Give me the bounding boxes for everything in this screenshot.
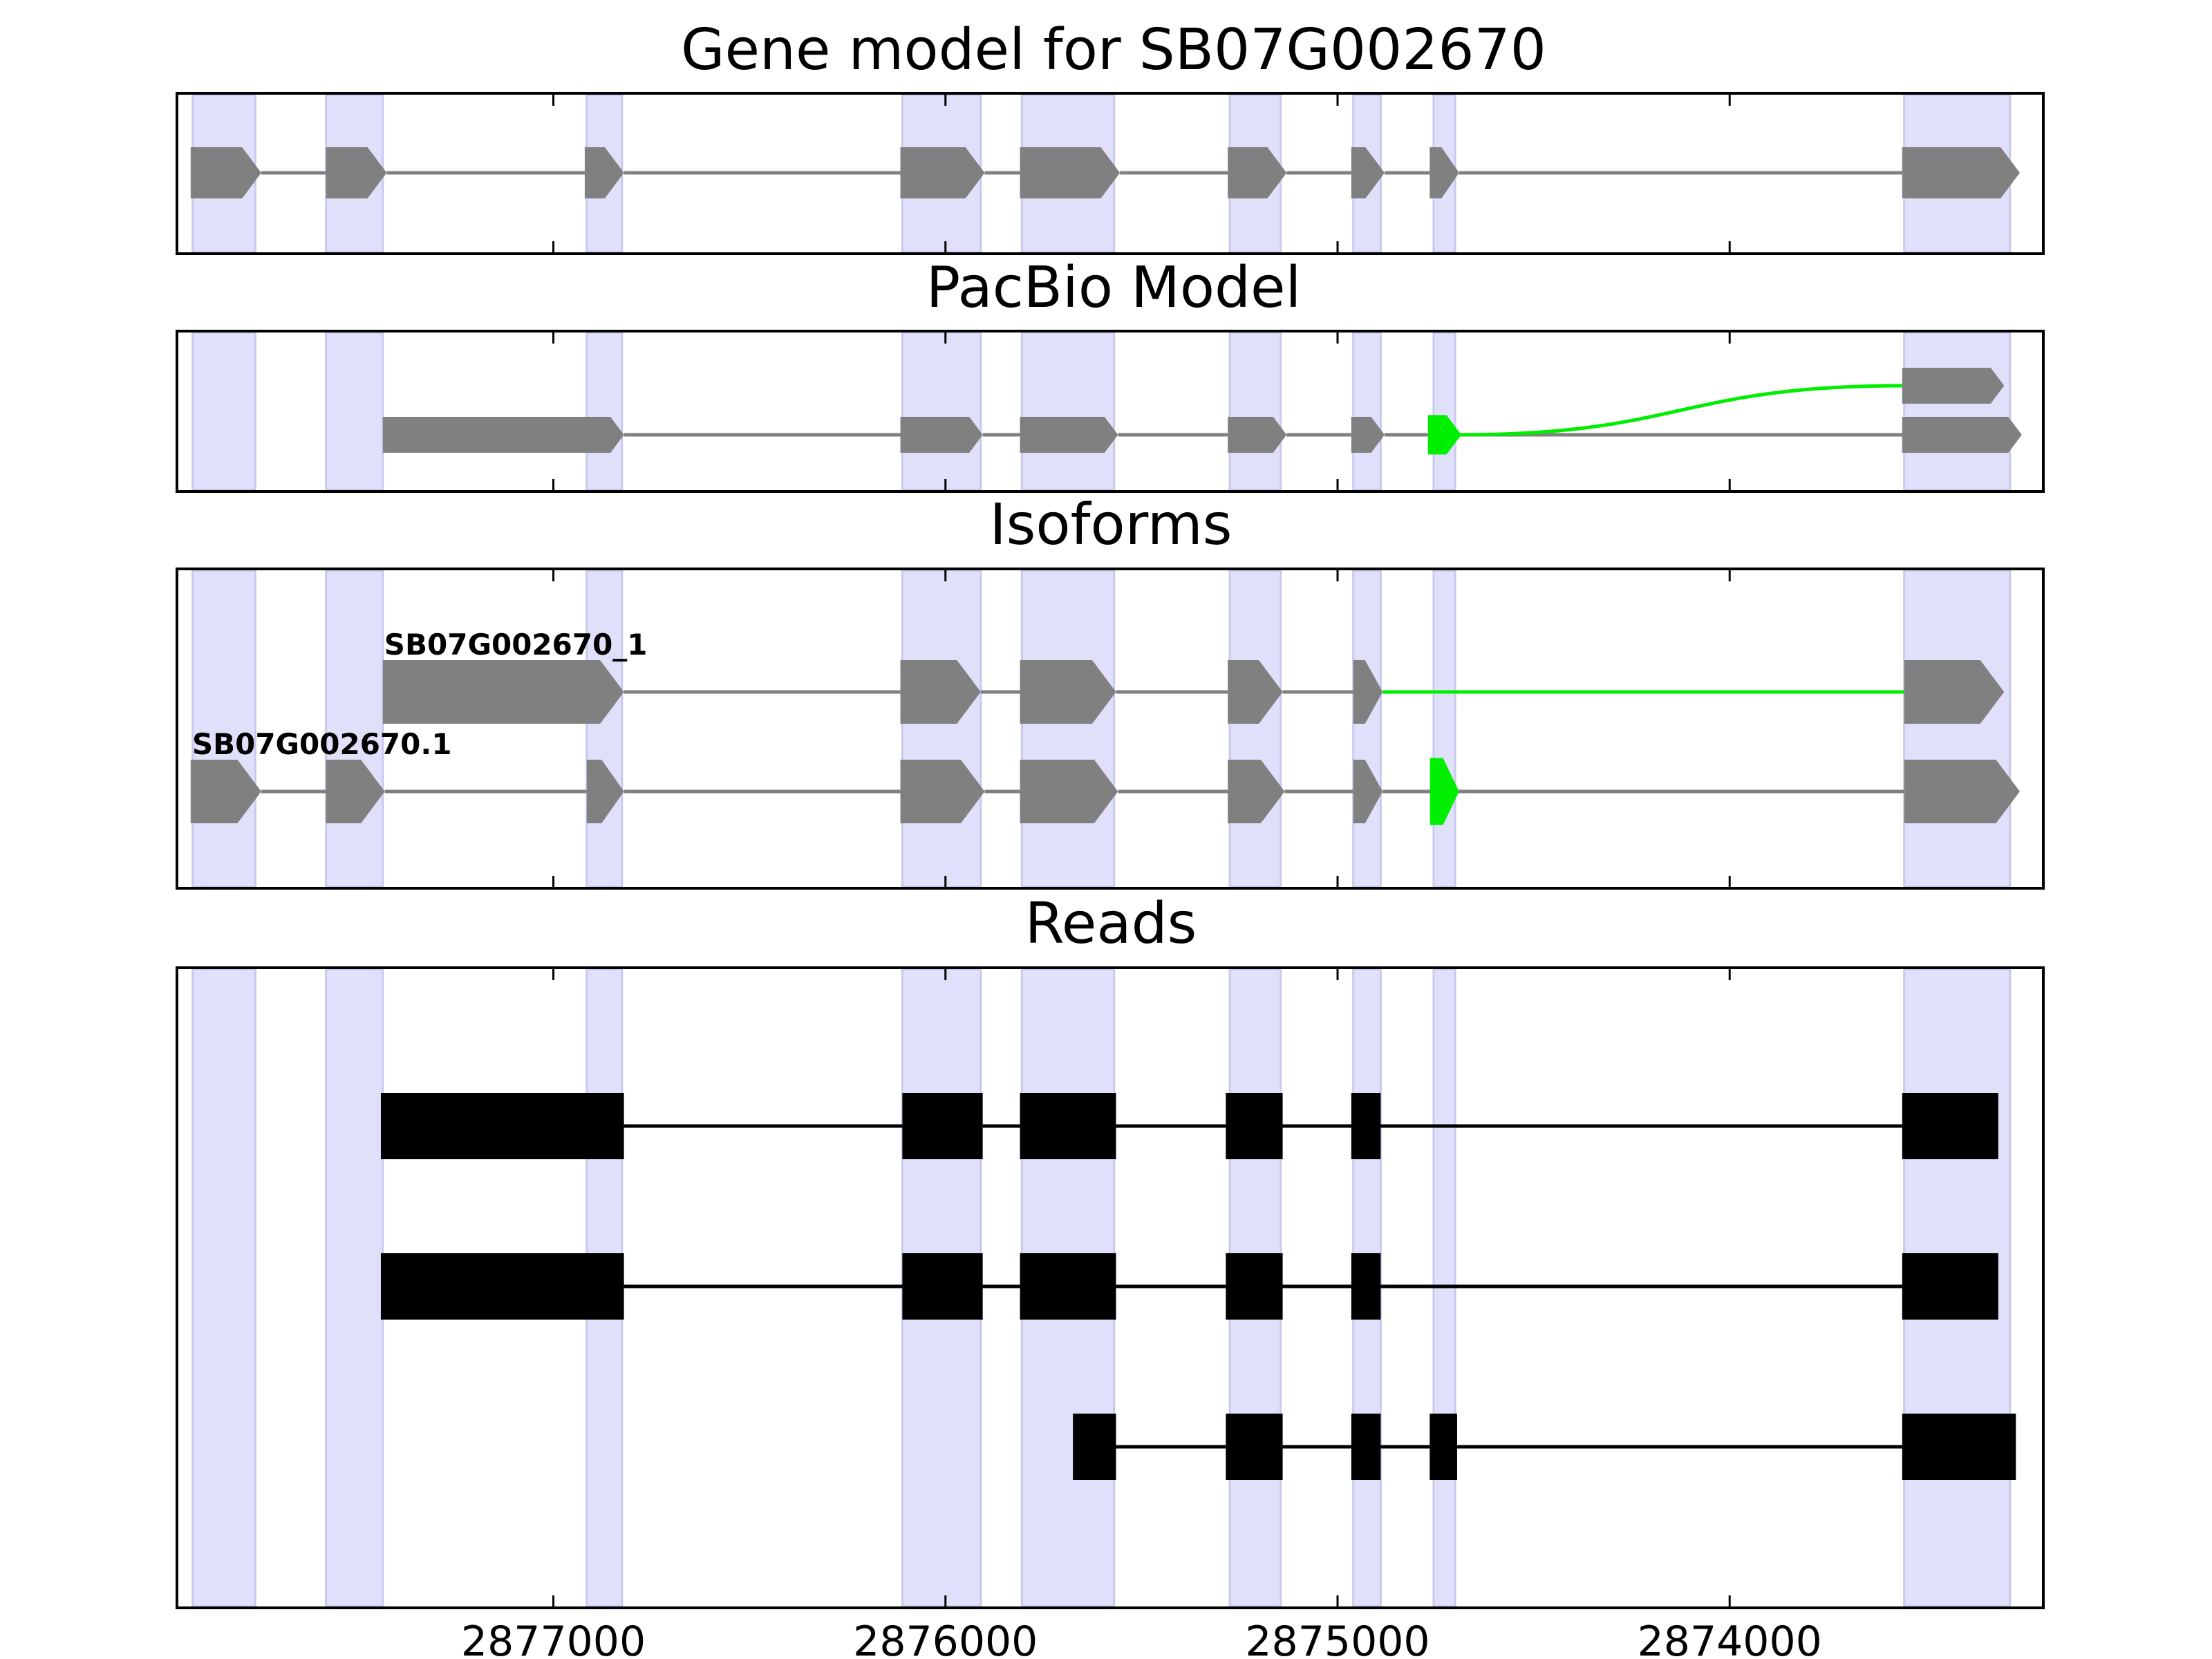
shaded-exon-region [191, 968, 256, 1608]
x-axis-tick-labels: 2877000 2876000 2875000 2874000 [461, 1618, 1822, 1659]
exon-arrow [1353, 660, 1383, 724]
exon-arrow [1902, 368, 2005, 404]
exon-arrow [326, 760, 385, 823]
shaded-exon-region [901, 569, 982, 888]
pacbio-model-title: PacBio Model [926, 255, 1302, 321]
exon-arrow [1351, 147, 1385, 198]
isoforms-ticks [552, 570, 1731, 887]
pacbio-model-axes-frame [176, 330, 2045, 493]
exon-arrow [900, 417, 983, 453]
shaded-exon-region [1903, 569, 2012, 888]
x-tick-label: 2877000 [461, 1618, 646, 1659]
isoforms-track: SB07G002670_1 SB07G002670.1 [190, 628, 2020, 825]
isoforms-axes-frame [176, 568, 2045, 890]
gene-model-title: Gene model for SB07G002670 [681, 17, 1546, 83]
x-tick-label: 2876000 [853, 1618, 1038, 1659]
novel-exon [1430, 758, 1459, 825]
exon-arrow [326, 147, 387, 198]
gene-model-ticks [552, 95, 1731, 252]
read-exon-block [1226, 1414, 1283, 1480]
read-exon-block [1351, 1253, 1381, 1320]
exon-arrow [1902, 147, 2020, 198]
pacbio-model-ticks [552, 332, 1731, 490]
isoform-label: SB07G002670_1 [384, 628, 648, 662]
exon-arrow [1353, 760, 1383, 823]
shaded-exon-region [1228, 331, 1282, 491]
isoform-label: SB07G002670.1 [192, 727, 452, 761]
pacbio-model-track [382, 368, 2022, 455]
exon-arrow [382, 417, 624, 453]
reads-ticks [552, 969, 1731, 1606]
novel-splice-junction [1459, 384, 1902, 437]
exon-arrow [900, 760, 985, 823]
isoforms-title: Isoforms [990, 492, 1232, 558]
exon-arrow [1228, 760, 1285, 823]
exon-arrow [1351, 417, 1385, 453]
exon-arrow [1228, 147, 1287, 198]
shaded-exon-region [1352, 569, 1382, 888]
shaded-exon-region [901, 331, 982, 491]
read-exon-block [902, 1093, 983, 1159]
exon-arrow [1902, 417, 2022, 453]
read-exon-block [1226, 1253, 1283, 1320]
exon-arrow [1904, 660, 2005, 724]
exon-arrow [190, 760, 261, 823]
read-exon-block [1351, 1093, 1381, 1159]
gene-model-panel: Gene model for SB07G002670 [176, 17, 2045, 255]
reads-track [380, 1093, 2016, 1480]
read-exon-block [1902, 1414, 2016, 1480]
read-exon-block [1020, 1093, 1116, 1159]
reads-panel: Reads 2877000 2876000 2875000 2874000 [176, 891, 2045, 1659]
exon-arrow [1020, 760, 1118, 823]
shaded-exon-region [325, 331, 384, 491]
read-exon-block [380, 1093, 624, 1159]
read-exon-block [1430, 1414, 1457, 1480]
shaded-exon-region [1432, 331, 1456, 491]
shaded-exon-region [1432, 569, 1456, 888]
exon-arrow [1020, 417, 1118, 453]
isoforms-panel: Isoforms SB07G002670_1 SB07G002670.1 [176, 492, 2045, 890]
read-exon-block [380, 1253, 624, 1320]
shaded-exon-region [1020, 331, 1116, 491]
exon-arrow [1020, 147, 1121, 198]
read-exon-block [1073, 1414, 1116, 1480]
shaded-exon-region [1352, 331, 1382, 491]
shaded-exon-region [585, 331, 624, 491]
read-exon-block [1902, 1253, 1998, 1320]
exon-arrow [900, 660, 981, 724]
exon-arrow [900, 147, 985, 198]
exon-arrow [1228, 660, 1283, 724]
exon-arrow [586, 760, 624, 823]
shaded-exon-region [191, 331, 256, 491]
gene-model-axes-frame [176, 92, 2045, 255]
reads-axes-frame [176, 966, 2045, 1609]
exon-arrow [1020, 660, 1116, 724]
novel-exon [1427, 415, 1461, 455]
x-tick-label: 2875000 [1245, 1618, 1430, 1659]
read-exon-block [1226, 1093, 1283, 1159]
exon-arrow [1904, 760, 2020, 823]
reads-title: Reads [1025, 891, 1197, 957]
pacbio-model-shaded-exon-regions [191, 331, 2012, 491]
exon-arrow [1430, 147, 1459, 198]
shaded-exon-region [1228, 569, 1282, 888]
pacbio-model-panel: PacBio Model [176, 255, 2045, 493]
isoforms-shaded-exon-regions [191, 569, 2012, 888]
exon-arrow [382, 660, 624, 724]
exon-arrow [190, 147, 261, 198]
x-tick-label: 2874000 [1638, 1618, 1822, 1659]
read-exon-block [1020, 1253, 1116, 1320]
shaded-exon-region [325, 968, 384, 1608]
shaded-exon-region [325, 569, 384, 888]
shaded-exon-region [1020, 569, 1116, 888]
read-exon-block [1351, 1414, 1381, 1480]
read-exon-block [902, 1253, 983, 1320]
gene-model-track [190, 147, 2020, 198]
exon-arrow [1228, 417, 1287, 453]
exon-arrow [584, 147, 624, 198]
shaded-exon-region [1903, 331, 2012, 491]
shaded-exon-region [585, 569, 624, 888]
read-exon-block [1902, 1093, 1998, 1159]
